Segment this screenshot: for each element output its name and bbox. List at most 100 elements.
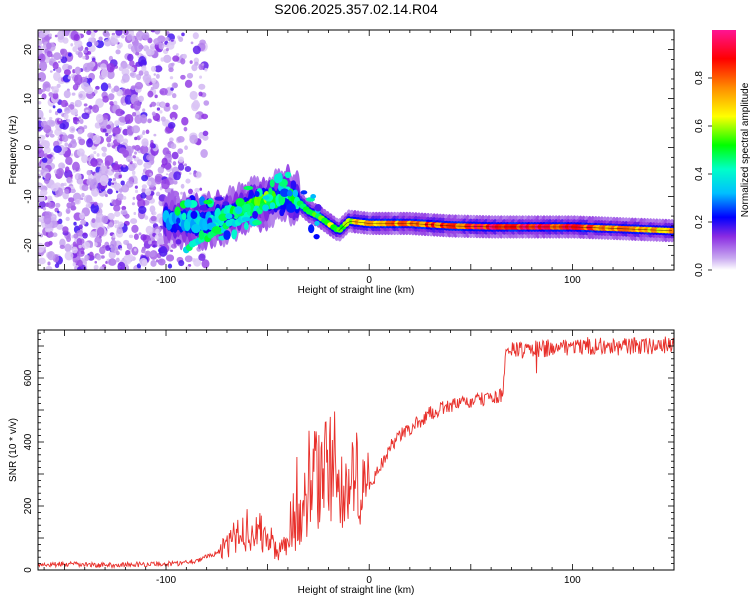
noise-speck [81,192,85,198]
noise-speck [91,187,99,197]
snr-frame [37,329,675,571]
noise-speck [138,205,147,214]
noise-speck [103,39,112,47]
noise-speck [176,136,185,143]
noise-speck [122,196,127,200]
noise-speck [74,99,82,108]
noise-speck [73,221,77,226]
colorbar-label: Normalized spectral amplitude [740,82,750,217]
noise-speck [46,154,50,158]
noise-speck [42,117,46,120]
ridge-blob [222,201,229,206]
noise-speck [153,37,162,45]
noise-speck [134,144,141,152]
noise-speck [43,214,52,225]
noise-speck [141,174,149,182]
noise-speck [78,224,83,230]
noise-speck [160,57,165,62]
noise-speck [89,179,98,190]
noise-speck [202,134,209,141]
noise-speck [113,220,118,225]
noise-speck [90,203,99,214]
noise-speck [91,218,96,224]
noise-speck [94,260,98,264]
noise-speck [93,89,98,94]
snr-xlabel: Height of straight line (km) [298,585,415,596]
noise-speck [173,171,181,181]
snr-panel: -100 0 100 0 200 400 600 Height of straight li… [8,329,675,596]
noise-speck [48,33,52,37]
spectrogram-image [38,30,674,270]
noise-speck [121,73,130,83]
y-tick-label: 0 [23,144,34,150]
noise-speck [67,134,74,139]
noise-speck [50,183,59,192]
noise-speck [129,60,135,67]
noise-speck [116,226,123,235]
noise-speck [137,198,146,209]
ridge-blob [181,212,187,221]
snr-ylabel: SNR (10 * v/v) [8,418,19,482]
noise-speck [77,121,80,124]
noise-speck [134,42,143,53]
noise-speck [121,205,127,211]
noise-speck [52,105,56,109]
noise-speck [38,100,42,105]
colorbar-tick-label: 0.6 [694,119,705,133]
noise-speck [38,257,46,265]
colorbar-ticks: 0.0 0.2 0.4 0.6 0.8 [694,71,712,277]
noise-speck [148,155,155,162]
y-tick-label: 600 [23,369,34,386]
ridge-blob [314,220,320,226]
noise-speck [107,212,115,221]
noise-speck [195,114,200,119]
noise-speck [198,91,203,97]
noise-speck [65,216,70,222]
noise-speck [104,155,114,166]
noise-speck [118,174,122,179]
noise-speck [118,66,124,71]
noise-speck [178,260,185,267]
noise-speck [72,46,78,53]
noise-speck [46,50,53,58]
noise-speck [168,67,174,73]
noise-speck [115,251,120,256]
noise-speck [73,84,77,89]
noise-speck [87,132,94,139]
noise-speck [122,149,130,158]
noise-speck [61,134,69,143]
noise-speck [59,238,66,247]
noise-speck [138,70,144,76]
noise-speck [131,125,141,134]
noise-speck [143,45,147,48]
noise-speck [146,48,155,56]
noise-speck [57,210,60,214]
noise-speck [71,246,78,254]
noise-speck [52,61,59,70]
noise-speck [131,224,139,233]
noise-speck [159,87,168,96]
noise-speck [46,119,54,126]
noise-speck [44,83,50,88]
noise-speck [102,146,108,153]
noise-speck [140,144,149,155]
ridge-blob [199,196,206,206]
noise-speck [85,109,89,113]
noise-speck [163,54,172,63]
noise-speck [80,250,85,255]
noise-speck [92,134,101,145]
noise-speck [60,182,65,187]
noise-speck [45,265,53,270]
noise-speck [112,234,116,239]
noise-speck [110,142,114,146]
noise-speck [66,202,72,209]
noise-speck [59,56,63,60]
noise-speck [57,108,63,114]
noise-speck [81,241,91,249]
noise-speck [100,68,109,79]
noise-speck [92,104,100,114]
noise-speck [73,33,80,42]
noise-speck [192,45,201,55]
